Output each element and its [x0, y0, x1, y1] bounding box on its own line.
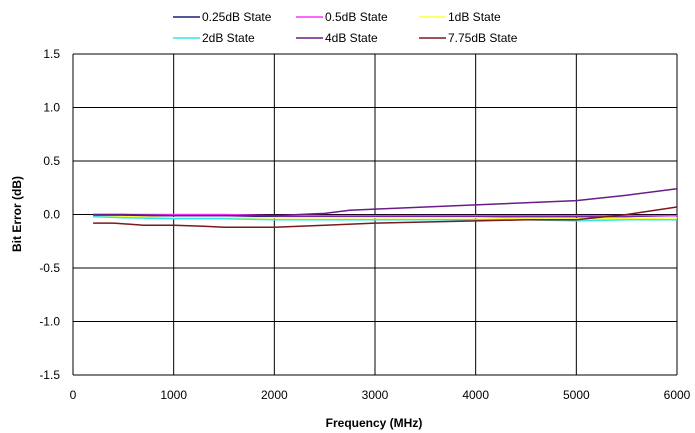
series-line-3	[93, 215, 678, 220]
x-tick-label: 4000	[462, 388, 489, 402]
legend-label-6: 7.75dB State	[448, 31, 518, 45]
y-tick-label: -0.5	[39, 261, 60, 275]
x-tick-label: 3000	[362, 388, 389, 402]
y-tick-label: 0.0	[43, 208, 60, 222]
x-tick-label: 1000	[160, 388, 187, 402]
y-tick-label: 1.0	[43, 101, 60, 115]
legend-label-5: 4dB State	[325, 31, 378, 45]
plot-grid	[72, 53, 678, 376]
tick-labels: 0 1000 2000 3000 4000 5000 6000 -1.5 -1.0 -0.5 0.0…	[39, 47, 690, 402]
series-line-2	[93, 213, 677, 217]
series-lines	[93, 188, 678, 229]
legend-label-4: 2dB State	[202, 31, 255, 45]
y-tick-label: -1.0	[39, 315, 60, 329]
legend-label-2: 0.5dB State	[325, 10, 388, 24]
legend-label-1: 0.25dB State	[202, 10, 272, 24]
y-axis-label: Bit Error (dB)	[10, 176, 24, 252]
y-tick-label: 0.5	[43, 154, 60, 168]
x-tick-label: 0	[70, 388, 77, 402]
series-line-6	[93, 206, 678, 229]
x-tick-label: 5000	[563, 388, 590, 402]
legend: 0.25dB State 0.5dB State 1dB State 2dB Stat…	[173, 10, 518, 45]
x-tick-label: 6000	[664, 388, 691, 402]
legend-label-3: 1dB State	[448, 10, 501, 24]
series-line-5	[93, 188, 678, 217]
x-axis-label: Frequency (MHz)	[326, 416, 423, 430]
series-line-4	[93, 215, 677, 222]
y-tick-label: 1.5	[43, 47, 60, 61]
y-tick-label: -1.5	[39, 368, 60, 382]
x-tick-label: 2000	[261, 388, 288, 402]
